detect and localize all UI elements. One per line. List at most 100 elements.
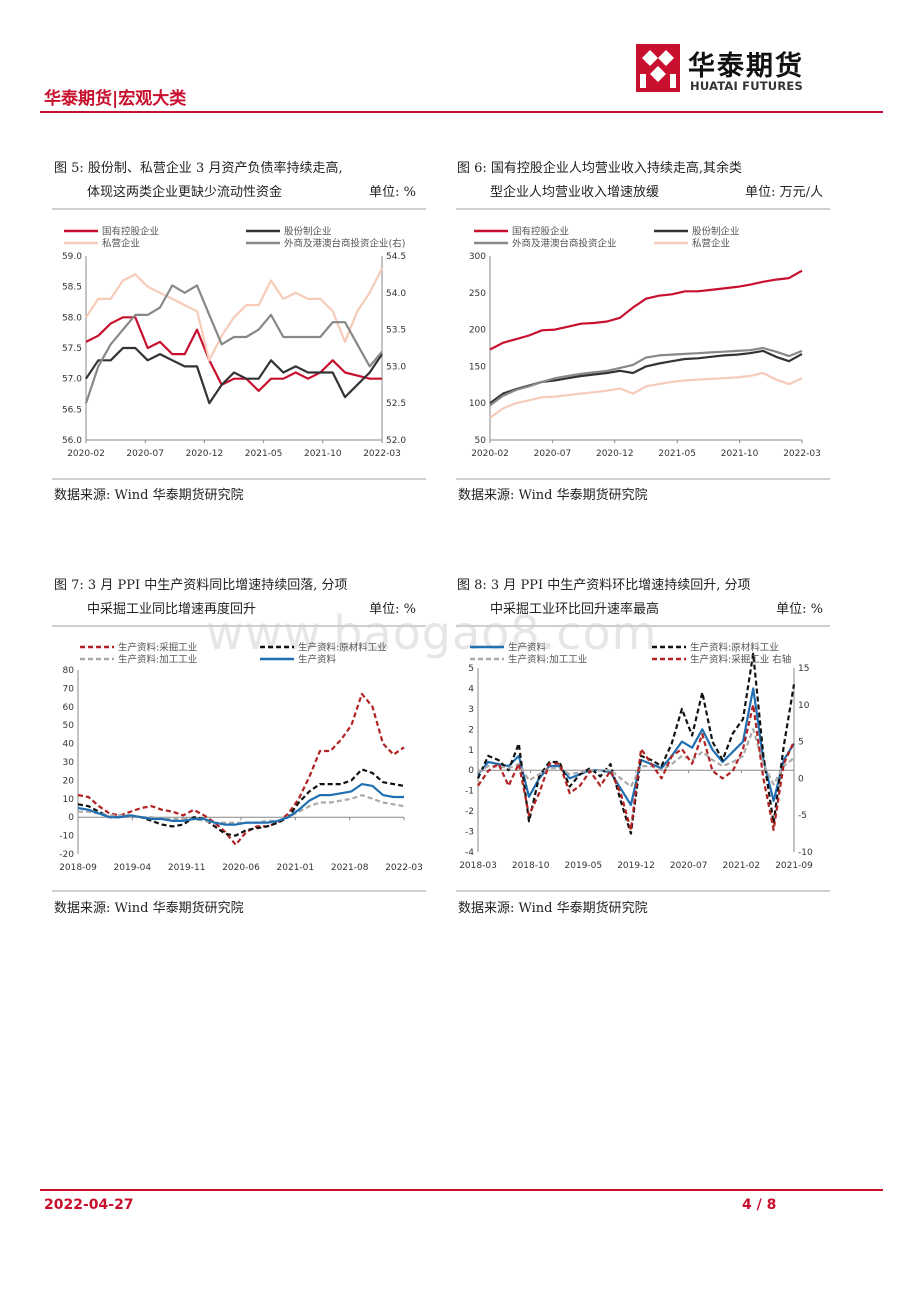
x-tick-label: 2022-03 [363,449,401,459]
figure-7-caption: 图 7: 3 月 PPI 中生产资料同比增速持续回落, 分项 中采掘工业同比增速… [54,574,416,622]
footer-date: 2022-04-27 [44,1197,134,1213]
y-tick-label: 57.0 [62,375,82,385]
series-line-0 [489,269,803,351]
y-tick-label: 30 [63,758,75,768]
legend-label-2: 外商及港澳台商投资企业 [512,238,617,250]
series-line-3 [477,703,795,831]
legend-label-3: 私营企业 [692,238,730,250]
legend-label-0: 生产资料 [508,642,547,654]
figure-5-unit: 单位: % [369,185,416,200]
figure-8-unit: 单位: % [776,602,823,617]
y-tick-label: 4 [468,684,474,694]
figure-6-bottom-rule [456,478,830,480]
x-tick-label: 2019-11 [168,863,206,873]
x-tick-label: 2021-02 [723,861,761,871]
y-tick-label: 100 [469,399,486,409]
y-tick-label: 58.0 [62,313,82,323]
y2-tick-label: -10 [798,848,813,858]
y-tick-label: -20 [59,850,74,860]
legend-label-1: 股份制企业 [284,226,332,238]
y-tick-label: 150 [469,362,486,372]
legend-label-3: 生产资料 [298,654,337,666]
y-tick-label: 20 [63,776,75,786]
y-tick-label: 57.5 [62,344,82,354]
x-tick-label: 2019-05 [565,861,603,871]
figure-5-source: 数据来源: Wind 华泰期货研究院 [54,488,244,503]
y2-tick-label: 0 [798,774,804,784]
series-line-2 [477,728,795,788]
y-tick-label: 50 [475,436,487,446]
figure-5-caption-line1: 图 5: 股份制、私营企业 3 月资产负债率持续走高, [54,161,343,176]
y2-tick-label: 52.0 [386,436,406,446]
y-tick-label: -2 [465,807,474,817]
x-tick-label: 2020-12 [186,449,224,459]
figure-5-top-rule [52,208,426,210]
x-tick-label: 2020-02 [67,449,105,459]
y2-tick-label: 10 [798,701,810,711]
x-tick-label: 2020-07 [534,449,572,459]
legend-label-2: 生产资料:加工工业 [118,654,197,666]
x-tick-label: 2019-04 [114,863,152,873]
y-tick-label: -4 [465,848,474,858]
logo-english-name: HUATAI FUTURES [690,79,803,93]
figure-6-caption-line2: 型企业人均营业收入增速放缓 [490,185,660,200]
figure-6-unit: 单位: 万元/人 [745,185,823,200]
y-tick-label: 0 [68,813,74,823]
y2-tick-label: 5 [798,738,804,748]
x-tick-label: 2018-10 [512,861,550,871]
figure-7-caption-line2: 中采掘工业同比增速再度回升 [87,602,257,617]
legend-label-0: 国有控股企业 [102,226,159,238]
y-tick-label: 40 [63,740,75,750]
x-tick-label: 2019-12 [617,861,655,871]
header-divider [40,111,883,113]
y-tick-label: 70 [63,684,75,694]
y-tick-label: 10 [63,795,75,805]
y-tick-label: -3 [465,828,474,838]
y2-tick-label: -5 [798,811,807,821]
figure-7-source: 数据来源: Wind 华泰期货研究院 [54,901,244,916]
y-tick-label: 200 [469,326,486,336]
y-tick-label: -10 [59,832,74,842]
figure-8-top-rule [456,625,830,627]
y-tick-label: 59.0 [62,252,82,262]
series-line-1 [77,768,405,837]
watermark: www.baogao8.com [206,606,658,660]
legend-label-1: 生产资料:原材料工业 [298,642,387,654]
y-tick-label: 56.0 [62,436,82,446]
figure-7-unit: 单位: % [369,602,416,617]
legend-label-0: 生产资料:采掘工业 [118,642,197,654]
footer-page-number: 4 / 8 [742,1197,777,1213]
figure-7-bottom-rule [52,890,426,892]
y2-tick-label: 15 [798,664,809,674]
legend-label-1: 生产资料:原材料工业 [690,642,779,654]
series-line-1 [85,346,383,405]
y2-tick-label: 54.5 [386,252,406,262]
figure-7-caption-line1: 图 7: 3 月 PPI 中生产资料同比增速持续回落, 分项 [54,578,348,593]
chart-figure-7: -20 -10 0 10 20 30 40 50 60 70 80 2018-09 2019-04 201… [59,642,423,874]
y-tick-label: 1 [468,746,474,756]
y-tick-label: 80 [63,666,75,676]
y-tick-label: -1 [465,787,474,797]
figure-5-caption: 图 5: 股份制、私营企业 3 月资产负债率持续走高, 体现这两类企业更缺少流动… [54,157,416,205]
section-title: 华泰期货|宏观大类 [44,89,187,109]
x-tick-label: 2022-03 [783,449,821,459]
y-tick-label: 50 [63,721,75,731]
x-tick-label: 2018-09 [59,863,97,873]
x-tick-label: 2021-01 [277,863,315,873]
legend-label-3: 外商及港澳台商投资企业(右) [284,238,405,250]
figure-6-top-rule [456,208,830,210]
x-tick-label: 2021-09 [775,861,813,871]
x-tick-label: 2018-03 [459,861,497,871]
series-line-0 [77,692,405,846]
figure-8-bottom-rule [456,890,830,892]
huatai-logo-icon [636,44,680,92]
y-tick-label: 60 [63,703,75,713]
figure-7-top-rule [52,625,426,627]
series-line-0 [477,687,795,807]
y2-tick-label: 53.0 [386,362,406,372]
chart-figure-5: 56.0 56.5 57.0 57.5 58.0 58.5 59.0 52.0 52.5 53.0… [62,226,406,460]
figure-5-bottom-rule [52,478,426,480]
y2-tick-label: 54.0 [386,289,406,299]
footer-divider [40,1189,883,1191]
series-line-2 [489,346,803,407]
